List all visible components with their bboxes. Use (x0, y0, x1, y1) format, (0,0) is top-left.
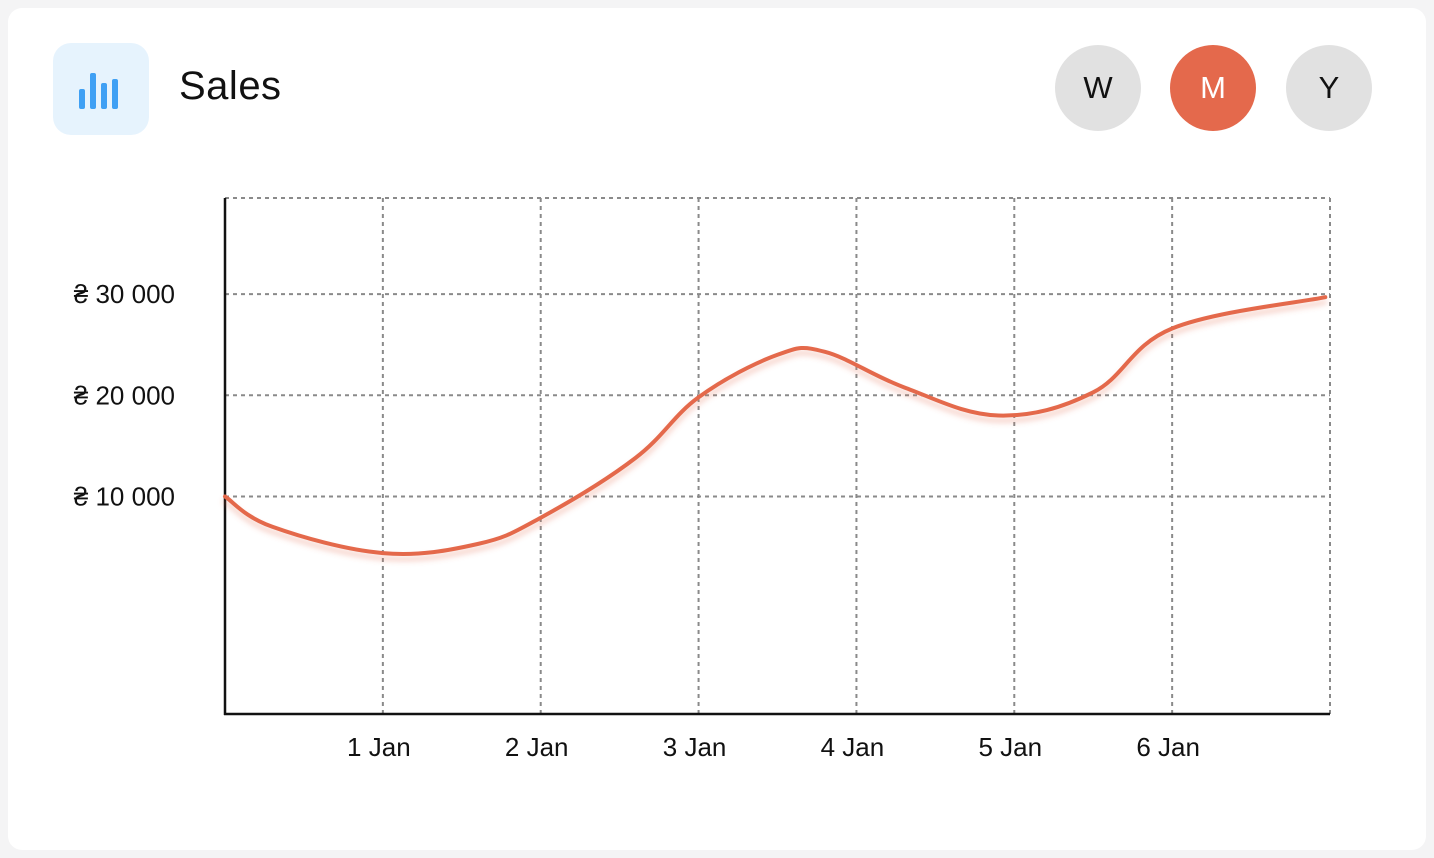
sales-series-line (223, 295, 1328, 556)
chart-axes (223, 198, 1330, 716)
sales-card: Sales W M Y (8, 8, 1426, 850)
period-month-button[interactable]: M (1170, 45, 1256, 131)
x-tick-label: 3 Jan (663, 732, 727, 762)
y-tick-label: ₴ 10 000 (74, 481, 175, 511)
y-tick-label: ₴ 30 000 (74, 279, 175, 309)
x-tick-label: 2 Jan (505, 732, 569, 762)
bar-chart-icon (79, 73, 118, 109)
widget-title: Sales (179, 64, 282, 108)
x-tick-label: 1 Jan (347, 732, 411, 762)
chart-labels: 1 Jan 2 Jan 3 Jan 4 Jan 5 Jan 6 Jan ₴ 10 000 ₴ … (74, 279, 1200, 762)
x-tick-label: 4 Jan (821, 732, 885, 762)
y-tick-label: ₴ 20 000 (74, 380, 175, 410)
x-tick-label: 6 Jan (1136, 732, 1200, 762)
chart-series (223, 295, 1328, 556)
sales-widget-icon-tile (53, 43, 149, 135)
chart-grid (225, 197, 1331, 714)
x-tick-label: 5 Jan (978, 732, 1042, 762)
period-week-button[interactable]: W (1055, 45, 1141, 131)
period-year-button[interactable]: Y (1286, 45, 1372, 131)
